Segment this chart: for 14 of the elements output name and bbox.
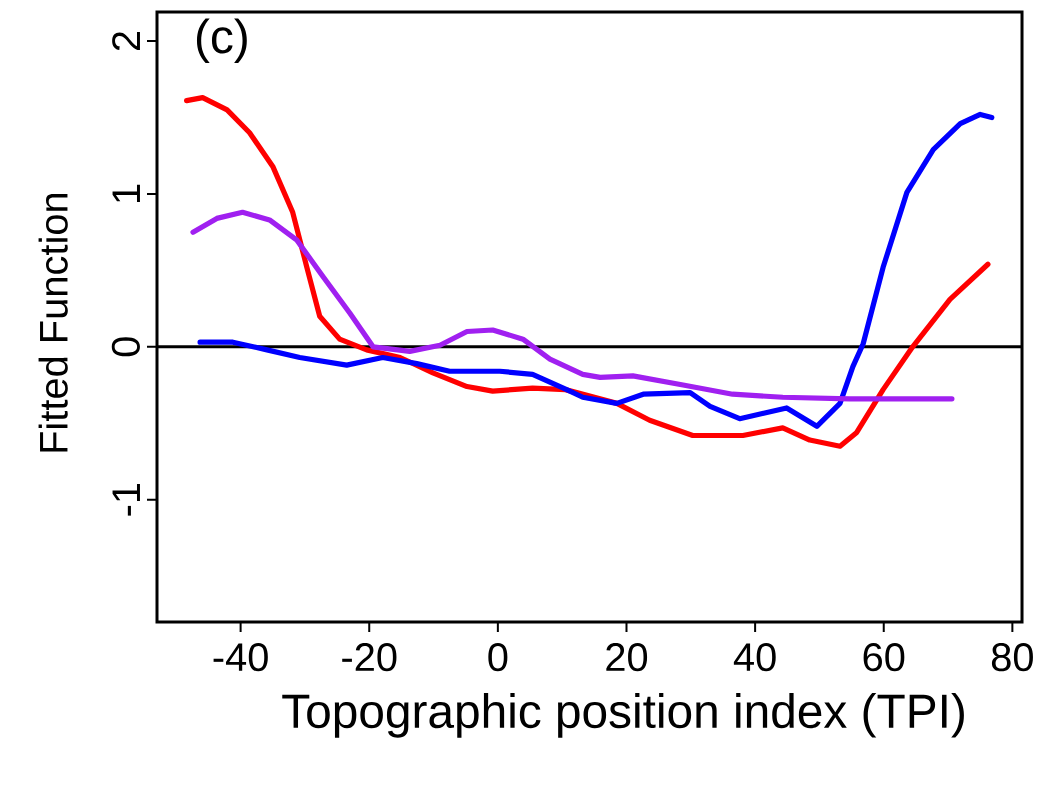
y-tick-label: 0 — [111, 337, 140, 357]
y-axis-title: Fitted Function — [38, 193, 68, 452]
x-tick-label: 0 — [488, 643, 508, 672]
x-tick-label: 20 — [606, 643, 648, 672]
x-tick-label: 40 — [733, 643, 776, 672]
x-tick-label: 60 — [863, 643, 905, 672]
y-tick-label: 2 — [112, 31, 140, 51]
y-tick-label: 1 — [112, 184, 140, 202]
x-tick-label: 80 — [991, 643, 1033, 672]
x-axis-title: Topographic position index (TPI) — [282, 693, 964, 738]
x-tick-label: -20 — [342, 643, 397, 672]
x-tick-label: -40 — [213, 643, 268, 672]
annotation: (c) — [196, 18, 247, 63]
y-tick-label: -1 — [112, 483, 140, 516]
